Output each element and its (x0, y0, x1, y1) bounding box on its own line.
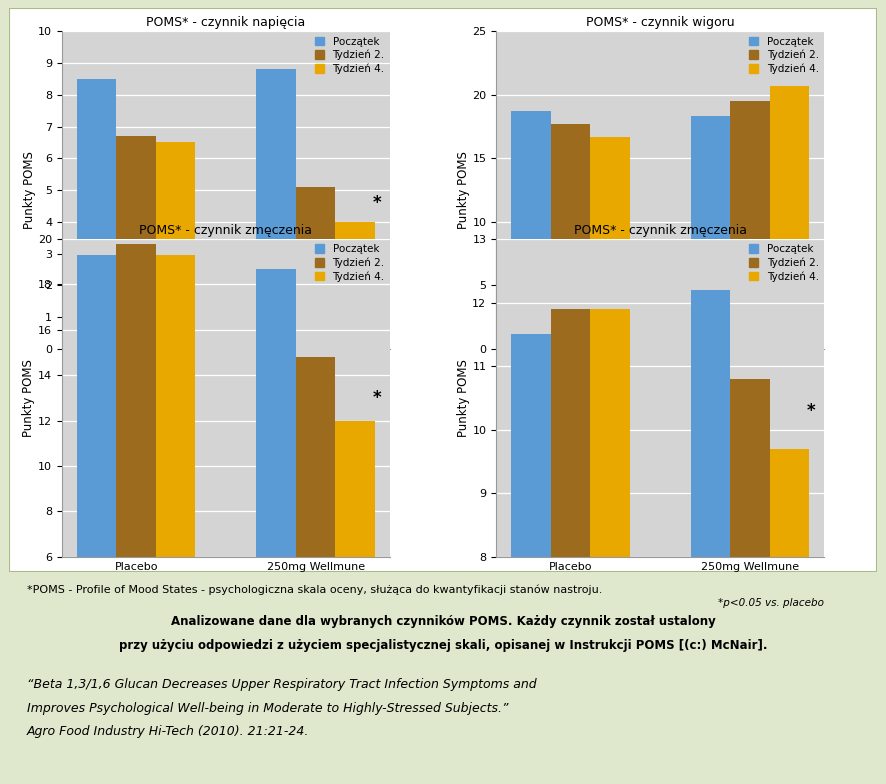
Bar (590, 136, 630, 349)
Title: POMS* - czynnik zmęczenia: POMS* - czynnik zmęczenia (139, 223, 313, 237)
Bar (77, 255, 116, 693)
Bar (256, 269, 296, 693)
Y-axis label: Punkty POMS: Punkty POMS (22, 151, 35, 229)
Bar (336, 222, 375, 349)
Bar (550, 309, 590, 784)
Legend: Początek, Tydzień 2., Tydzień 4.: Początek, Tydzień 2., Tydzień 4. (745, 32, 823, 78)
Title: POMS* - czynnik napięcia: POMS* - czynnik napięcia (146, 16, 306, 29)
Text: *: * (807, 401, 815, 419)
Bar (116, 244, 156, 693)
Text: Agro Food Industry Hi-Tech (2010). 21:21-24.: Agro Food Industry Hi-Tech (2010). 21:21… (27, 725, 309, 739)
Bar (336, 420, 375, 693)
Text: *p<0.05 vs. placebo: *p<0.05 vs. placebo (718, 598, 824, 608)
Bar (511, 111, 550, 349)
Y-axis label: Punkty POMS: Punkty POMS (22, 359, 35, 437)
Title: POMS* - czynnik wigoru: POMS* - czynnik wigoru (586, 16, 734, 29)
Text: przy użyciu odpowiedzi z użyciem specjalistycznej skali, opisanej w Instrukcji P: przy użyciu odpowiedzi z użyciem specjal… (119, 639, 767, 652)
Bar (550, 124, 590, 349)
Legend: Początek, Tydzień 2., Tydzień 4.: Początek, Tydzień 2., Tydzień 4. (311, 32, 389, 78)
Text: *: * (373, 194, 381, 212)
Bar (156, 143, 196, 349)
Bar (770, 448, 809, 784)
Text: *: * (373, 389, 381, 407)
Text: Analizowane dane dla wybranych czynników POMS. Każdy czynnik został ustalony: Analizowane dane dla wybranych czynników… (171, 615, 715, 629)
Legend: Początek, Tydzień 2., Tydzień 4.: Początek, Tydzień 2., Tydzień 4. (311, 240, 389, 285)
Bar (730, 379, 770, 784)
Bar (690, 290, 730, 784)
Bar (590, 309, 630, 784)
Bar (770, 86, 809, 349)
Bar (690, 117, 730, 349)
Legend: Początek, Tydzień 2., Tydzień 4.: Początek, Tydzień 2., Tydzień 4. (745, 240, 823, 285)
Bar (77, 79, 116, 349)
Bar (730, 101, 770, 349)
Bar (296, 357, 336, 693)
FancyBboxPatch shape (9, 8, 877, 572)
Y-axis label: Punkty POMS: Punkty POMS (456, 151, 470, 229)
Text: Improves Psychological Well-being in Moderate to Highly-Stressed Subjects.”: Improves Psychological Well-being in Mod… (27, 702, 508, 715)
Text: “Beta 1,3/1,6 Glucan Decreases Upper Respiratory Tract Infection Symptoms and: “Beta 1,3/1,6 Glucan Decreases Upper Res… (27, 678, 536, 691)
Text: *POMS - Profile of Mood States - psychologiczna skala oceny, służąca do kwantyfi: *POMS - Profile of Mood States - psychol… (27, 584, 602, 594)
Y-axis label: Punkty POMS: Punkty POMS (456, 359, 470, 437)
Bar (296, 187, 336, 349)
Bar (256, 70, 296, 349)
Title: POMS* - czynnik zmęczenia: POMS* - czynnik zmęczenia (573, 223, 747, 237)
Bar (511, 335, 550, 784)
Bar (156, 255, 196, 693)
Bar (116, 136, 156, 349)
